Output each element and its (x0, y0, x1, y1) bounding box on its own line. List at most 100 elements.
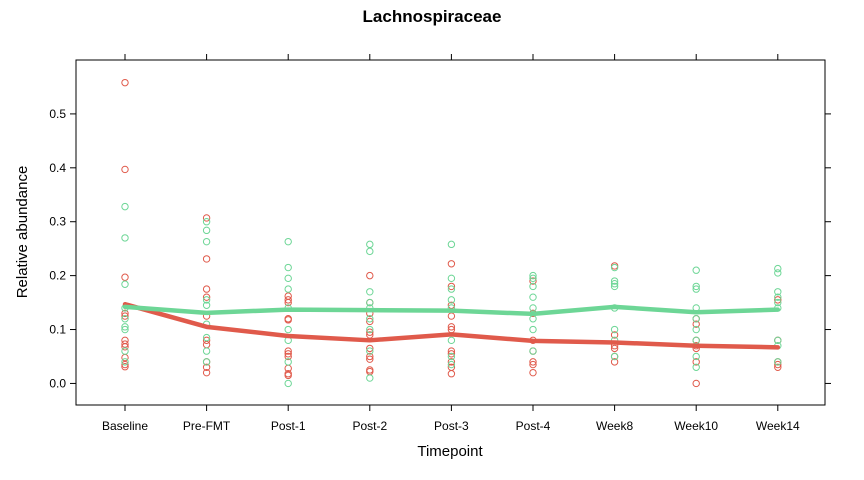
data-point-series-2 (202, 296, 211, 304)
y-tick-label: 0.2 (49, 269, 66, 283)
y-axis: 0.0 0.1 0.2 0.3 0.4 0.5 (49, 107, 831, 390)
x-tick-label: Post-3 (434, 419, 469, 433)
data-point-series-2 (692, 266, 700, 274)
data-point-series-1 (366, 352, 374, 361)
data-point-series-1 (692, 379, 700, 388)
data-point-series-2 (774, 293, 782, 301)
data-point-series-2 (121, 358, 129, 366)
data-point-series-2 (529, 282, 537, 291)
data-point-series-1 (447, 347, 456, 355)
data-point-series-1 (284, 371, 292, 380)
data-point-series-2 (692, 282, 700, 291)
y-tick-label: 0.3 (49, 215, 66, 229)
x-tick-label: Baseline (102, 419, 148, 433)
data-point-series-2 (284, 325, 292, 334)
trend-line-series-1 (122, 301, 781, 350)
trend-lines (122, 301, 781, 350)
data-point-series-1 (366, 355, 374, 363)
data-point-series-2 (366, 240, 374, 249)
x-axis: Baseline Pre-FMT Post-1 Post-2 Post-3 Post-4 W… (102, 54, 800, 433)
data-point-series-1 (284, 352, 292, 361)
data-point-series-2 (366, 315, 374, 323)
data-point-series-2 (284, 358, 292, 366)
data-point-series-1 (121, 273, 129, 281)
data-point-series-1 (447, 260, 456, 268)
data-point-series-2 (121, 323, 129, 331)
data-point-series-2 (774, 288, 782, 296)
x-tick-label: Post-2 (352, 419, 387, 433)
data-point-series-1 (284, 350, 292, 358)
data-point-series-1 (610, 331, 619, 339)
data-point-series-2 (284, 285, 292, 293)
data-point-series-1 (774, 296, 782, 304)
data-point-series-1 (366, 271, 374, 280)
y-tick-label: 0.4 (49, 161, 66, 175)
data-point-series-1 (529, 368, 537, 377)
data-point-series-1 (692, 320, 700, 328)
data-point-series-2 (121, 347, 129, 355)
data-point-series-1 (202, 363, 211, 371)
data-point-series-2 (529, 274, 537, 283)
data-point-series-1 (366, 344, 374, 353)
data-point-series-2 (366, 347, 374, 355)
data-point-series-2 (366, 374, 374, 382)
data-point-series-2 (366, 288, 374, 296)
data-point-series-1 (202, 368, 211, 377)
data-point-series-1 (121, 78, 129, 87)
data-point-series-1 (529, 360, 537, 369)
x-tick-label: Week10 (674, 419, 718, 433)
y-axis-label: Relative abundance (14, 166, 31, 299)
data-point-series-2 (529, 325, 537, 334)
data-point-series-1 (692, 358, 700, 366)
data-point-series-2 (202, 358, 211, 366)
data-point-series-1 (447, 358, 456, 366)
data-point-series-2 (284, 379, 292, 388)
plot-frame (75, 59, 826, 406)
x-axis-label: Timepoint (417, 443, 483, 460)
data-point-series-1 (774, 360, 782, 369)
data-point-series-2 (447, 285, 456, 293)
data-point-series-2 (202, 301, 211, 309)
data-point-series-2 (529, 347, 537, 355)
data-point-series-2 (202, 218, 211, 226)
data-point-series-2 (447, 296, 456, 304)
data-point-series-1 (284, 296, 292, 304)
data-point-series-2 (610, 280, 619, 288)
data-point-series-1 (202, 340, 211, 349)
data-point-series-2 (366, 298, 374, 307)
data-point-series-1 (284, 347, 292, 355)
data-point-series-2 (447, 240, 456, 249)
data-point-series-1 (610, 358, 619, 366)
data-point-series-1 (447, 312, 456, 320)
data-point-series-1 (529, 358, 537, 366)
data-point-series-2 (692, 315, 700, 323)
x-tick-label: Week14 (756, 419, 800, 433)
data-point-series-1 (121, 312, 129, 320)
data-point-series-2 (692, 363, 700, 371)
data-point-series-2 (692, 325, 700, 334)
data-point-series-2 (774, 269, 782, 277)
y-tick-label: 0.5 (49, 107, 66, 121)
data-point-series-2 (366, 325, 374, 334)
data-point-series-1 (447, 370, 456, 378)
data-point-series-2 (610, 325, 619, 334)
x-tick-label: Post-4 (516, 419, 551, 433)
data-point-series-1 (202, 336, 211, 345)
data-point-series-2 (447, 274, 456, 283)
data-point-series-2 (610, 352, 619, 361)
data-point-series-2 (610, 263, 619, 272)
data-point-series-2 (692, 285, 700, 293)
data-point-series-2 (692, 352, 700, 361)
data-point-series-2 (202, 237, 211, 246)
data-point-series-2 (121, 280, 129, 288)
data-point-series-2 (774, 298, 782, 307)
data-point-series-2 (774, 336, 782, 345)
data-point-series-2 (447, 336, 456, 345)
data-point-series-1 (447, 350, 456, 358)
data-point-series-1 (774, 363, 782, 371)
data-point-series-1 (121, 165, 129, 174)
data-point-series-2 (284, 274, 292, 283)
data-point-series-2 (121, 202, 129, 211)
data-point-series-2 (774, 264, 782, 273)
